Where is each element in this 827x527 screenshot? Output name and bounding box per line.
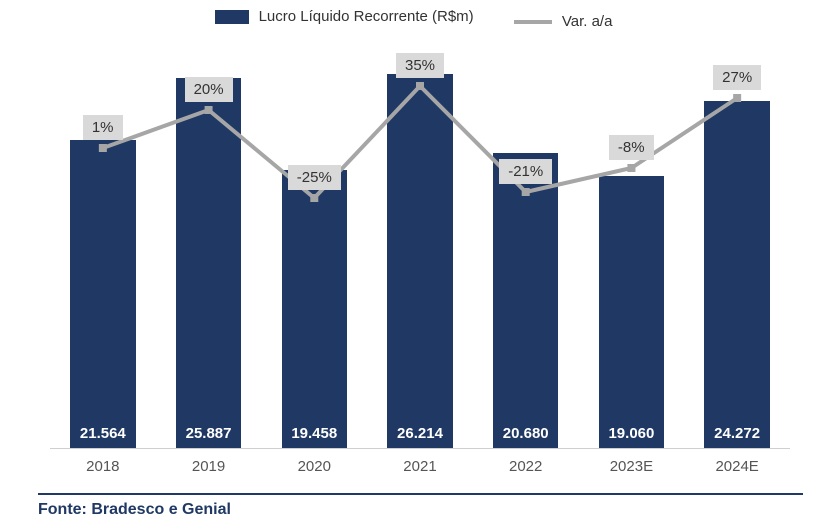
pct-label: 27%	[713, 65, 761, 90]
legend-swatch-bar	[215, 10, 249, 24]
pct-label: 1%	[83, 115, 123, 140]
pct-label: -8%	[609, 135, 654, 160]
x-axis-label: 2018	[50, 458, 156, 475]
line-marker	[205, 106, 213, 114]
source-citation: Fonte: Bradesco e Genial	[38, 493, 803, 519]
source-text: Fonte: Bradesco e Genial	[38, 501, 231, 518]
line-marker	[522, 188, 530, 196]
x-axis-line	[50, 448, 790, 449]
pct-label: 20%	[185, 77, 233, 102]
legend-label-bar: Lucro Líquido Recorrente (R$m)	[259, 8, 474, 25]
x-axis-label: 2020	[261, 458, 367, 475]
line-layer	[50, 48, 790, 448]
chart-container: Lucro Líquido Recorrente (R$m) Var. a/a …	[0, 0, 827, 527]
pct-label: -25%	[288, 165, 341, 190]
x-axis-label: 2019	[156, 458, 262, 475]
x-axis-label: 2024E	[684, 458, 790, 475]
x-axis-label: 2022	[473, 458, 579, 475]
legend-item-line: Var. a/a	[514, 13, 613, 30]
legend-item-bar: Lucro Líquido Recorrente (R$m)	[215, 8, 474, 25]
x-axis-label: 2021	[367, 458, 473, 475]
legend-label-line: Var. a/a	[562, 13, 613, 30]
line-marker	[627, 164, 635, 172]
legend: Lucro Líquido Recorrente (R$m) Var. a/a	[0, 8, 827, 30]
line-marker	[416, 82, 424, 90]
line-marker	[310, 194, 318, 202]
pct-label: -21%	[499, 159, 552, 184]
x-axis-labels: 201820192020202120222023E2024E	[50, 452, 790, 482]
legend-swatch-line	[514, 20, 552, 24]
pct-label: 35%	[396, 53, 444, 78]
line-marker	[99, 144, 107, 152]
plot-area: 21.56425.88719.45826.21420.68019.06024.2…	[50, 48, 790, 448]
x-axis-label: 2023E	[579, 458, 685, 475]
line-marker	[733, 94, 741, 102]
